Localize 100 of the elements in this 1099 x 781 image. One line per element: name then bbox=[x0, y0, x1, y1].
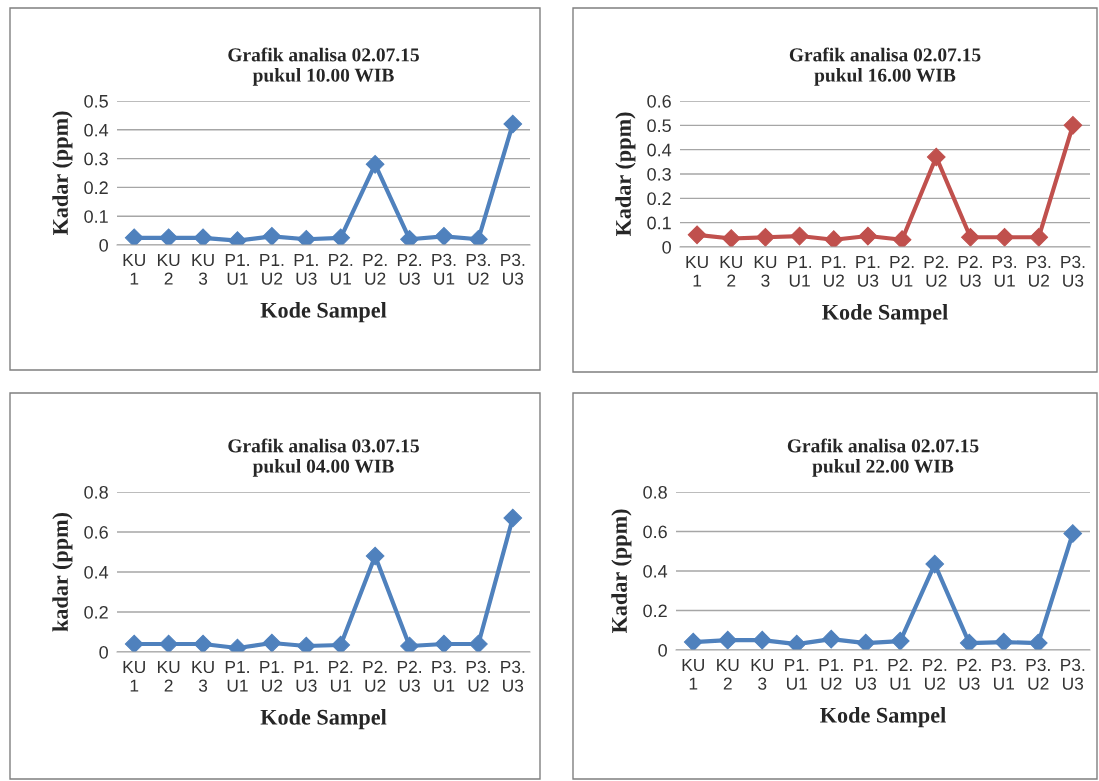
x-tick-label: KU 3 bbox=[192, 253, 214, 285]
x-axis-title: Kode Sampel bbox=[820, 707, 946, 728]
y-tick-label: 0 bbox=[658, 643, 667, 657]
point bbox=[434, 227, 454, 245]
y-tick-label: 0.6 bbox=[84, 525, 108, 539]
point bbox=[787, 634, 807, 650]
point bbox=[1029, 227, 1049, 247]
x-tick-label: P3. U3 bbox=[501, 253, 525, 285]
x-tick-label: P2. U3 bbox=[397, 660, 421, 692]
point bbox=[994, 632, 1014, 650]
x-tick-label: P1. U1 bbox=[787, 255, 812, 287]
point bbox=[434, 634, 454, 652]
x-axis-title: Kode Sampel bbox=[260, 709, 387, 730]
x-tick-label: P1. U2 bbox=[260, 253, 284, 285]
x-tick-label: KU 3 bbox=[192, 660, 214, 692]
point bbox=[821, 629, 841, 649]
y-axis-title: Kadar (ppm) bbox=[615, 112, 636, 237]
point bbox=[824, 230, 844, 247]
y-tick-label: 0.2 bbox=[84, 181, 108, 195]
x-tick-label: P2. U2 bbox=[363, 660, 387, 692]
point bbox=[365, 155, 385, 174]
chart-title: Grafik analisa 02.07.15 pukul 16.00 WIB bbox=[789, 47, 981, 86]
point bbox=[718, 630, 738, 650]
x-tick-label: P2. U2 bbox=[363, 253, 387, 285]
x-tick-label: P3. U1 bbox=[432, 253, 456, 285]
x-tick-label: P3. U1 bbox=[432, 660, 456, 692]
point bbox=[721, 229, 741, 247]
point bbox=[858, 226, 878, 246]
point bbox=[995, 227, 1014, 247]
x-tick-label: P2. U3 bbox=[397, 253, 421, 285]
chart-title: Grafik analisa 02.07.15 pukul 10.00 WIB bbox=[228, 47, 419, 86]
x-axis-title: Kode Sampel bbox=[260, 302, 387, 323]
x-tick-label: P3. U2 bbox=[466, 253, 490, 285]
x-tick-label: P1. U3 bbox=[294, 660, 318, 692]
y-tick-label: 0.1 bbox=[84, 210, 108, 223]
point bbox=[756, 227, 775, 247]
x-tick-label: P1. U3 bbox=[856, 255, 880, 287]
y-axis-title: Kadar (ppm) bbox=[52, 111, 73, 236]
point bbox=[503, 114, 523, 134]
x-tick-label: P3. U1 bbox=[992, 658, 1016, 690]
point bbox=[752, 630, 772, 650]
point bbox=[159, 634, 178, 652]
point bbox=[1063, 115, 1083, 135]
point bbox=[892, 230, 912, 247]
point bbox=[1028, 633, 1048, 650]
point bbox=[890, 631, 910, 650]
point bbox=[331, 635, 351, 652]
x-tick-label: P2. U3 bbox=[958, 255, 982, 287]
point bbox=[193, 228, 213, 245]
y-tick-label: 0.8 bbox=[84, 485, 108, 499]
x-tick-label: KU 1 bbox=[682, 658, 704, 690]
point bbox=[683, 632, 703, 650]
x-axis-title: Kode Sampel bbox=[822, 304, 948, 325]
x-tick-label: P1. U3 bbox=[294, 253, 318, 285]
point bbox=[790, 226, 809, 246]
point bbox=[262, 633, 282, 652]
x-tick-label: P3. U3 bbox=[501, 660, 525, 692]
point bbox=[296, 636, 316, 652]
chart-title: Grafik analisa 03.07.15 pukul 04.00 WIB bbox=[228, 438, 419, 477]
point bbox=[124, 228, 144, 245]
x-tick-label: KU 1 bbox=[123, 660, 145, 692]
y-tick-label: 0 bbox=[662, 240, 671, 254]
x-tick-label: P1. U1 bbox=[225, 660, 249, 692]
y-tick-label: 0.2 bbox=[84, 605, 108, 619]
x-tick-label: P2. U1 bbox=[888, 658, 912, 690]
y-axis-title: kadar (ppm) bbox=[52, 512, 73, 632]
x-tick-label: P3. U1 bbox=[992, 255, 1017, 287]
point bbox=[331, 228, 351, 245]
y-tick-label: 0 bbox=[99, 645, 108, 659]
x-tick-label: KU 2 bbox=[717, 658, 739, 690]
point bbox=[687, 225, 707, 245]
y-tick-label: 0.5 bbox=[84, 94, 108, 108]
point bbox=[193, 634, 213, 652]
point bbox=[959, 633, 979, 650]
x-tick-label: P2. U2 bbox=[924, 255, 948, 287]
x-tick-label: P3. U2 bbox=[1027, 255, 1051, 287]
point bbox=[365, 546, 385, 566]
x-tick-label: KU 2 bbox=[157, 253, 180, 285]
x-tick-label: P3. U3 bbox=[1061, 658, 1085, 690]
point bbox=[469, 634, 488, 652]
y-tick-label: 0.4 bbox=[84, 565, 109, 579]
point bbox=[159, 228, 178, 245]
y-tick-label: 0.2 bbox=[643, 604, 667, 618]
x-tick-label: P2. U1 bbox=[329, 253, 353, 285]
point bbox=[400, 636, 419, 652]
x-tick-label: P3. U2 bbox=[1026, 658, 1050, 690]
y-tick-label: 0.3 bbox=[647, 167, 671, 181]
x-tick-label: P1. U1 bbox=[225, 253, 249, 285]
x-tick-label: P1. U2 bbox=[819, 658, 843, 690]
y-tick-label: 0.6 bbox=[643, 525, 667, 539]
y-tick-label: 0.2 bbox=[647, 192, 671, 206]
x-tick-label: P1. U2 bbox=[260, 660, 284, 692]
y-tick-label: 0.5 bbox=[647, 119, 671, 133]
point bbox=[124, 634, 144, 652]
y-tick-label: 0.8 bbox=[643, 485, 667, 499]
x-tick-label: KU 3 bbox=[754, 255, 777, 287]
y-tick-label: 0.4 bbox=[647, 143, 672, 157]
y-axis-title: Kadar (ppm) bbox=[611, 509, 632, 634]
y-tick-label: 0.3 bbox=[84, 152, 108, 166]
x-tick-label: P2. U2 bbox=[923, 658, 947, 690]
